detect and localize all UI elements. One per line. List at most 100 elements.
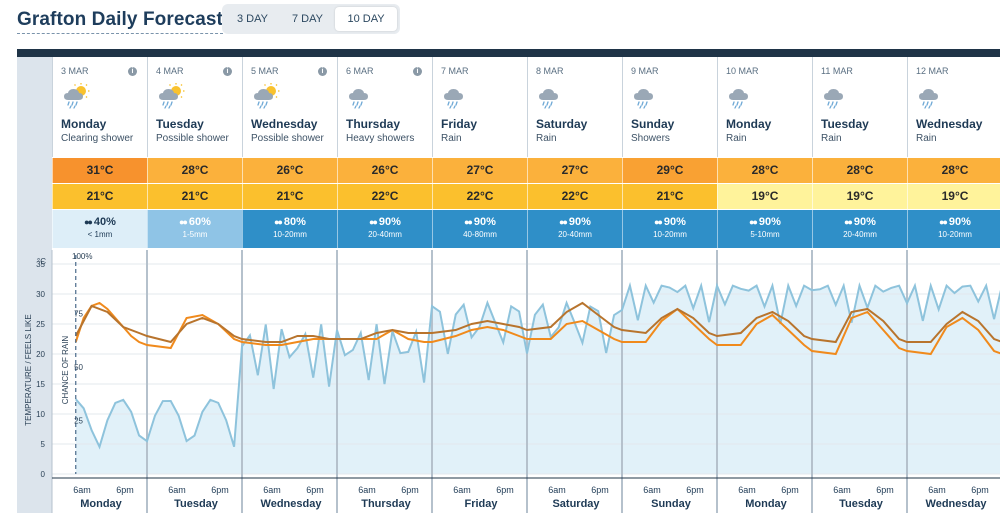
partly-sunny-shower-icon (156, 82, 186, 109)
day-date: 7 MAR (441, 66, 469, 76)
day-description: Rain (916, 133, 937, 144)
max-temp: 28°C (717, 158, 812, 183)
day-date: 10 MAR (726, 66, 759, 76)
rain-chance: 60% (188, 216, 211, 228)
axis-day-name: Saturday (552, 498, 600, 510)
rain-chance: 90% (663, 216, 686, 228)
rain-chance-cell: ●● 90% 20-40mm (812, 210, 907, 248)
rain-chance-cell: ●● 40% < 1mm (52, 210, 147, 248)
raindrops-icon: ●● (369, 217, 378, 227)
temp-axis-label: TEMPERATURE / FEELS LIKE (24, 314, 33, 425)
max-temp: 27°C (432, 158, 527, 183)
rain-chance-area (75, 285, 1000, 474)
raindrops-icon: ●● (749, 217, 758, 227)
time-label: 6pm (591, 485, 609, 495)
day-column[interactable]: 5 MAR i Wednesday Possible shower (242, 57, 337, 157)
max-temp: 26°C (337, 158, 432, 183)
day-name: Friday (441, 117, 478, 131)
rain-chance-cell: ●● 80% 10-20mm (242, 210, 337, 248)
day-date: 3 MAR (61, 66, 89, 76)
rain-amount: 20-40mm (368, 230, 402, 239)
day-column[interactable]: 4 MAR i Tuesday Possible shower (147, 57, 242, 157)
axis-day-name: Tuesday (174, 498, 219, 510)
min-temp: 21°C (622, 184, 717, 209)
rain-amount: 1-5mm (182, 230, 208, 239)
time-label: 6pm (781, 485, 799, 495)
day-name: Saturday (536, 117, 588, 131)
raindrops-icon: ●● (559, 217, 568, 227)
rain-axis-label: CHANCE OF RAIN (61, 336, 70, 405)
day-name: Thursday (346, 117, 401, 131)
rain-chance: 90% (568, 216, 591, 228)
tab-3-day[interactable]: 3 DAY (237, 13, 268, 25)
axis-day-name: Monday (80, 498, 122, 510)
time-label: 6pm (116, 485, 134, 495)
day-date: 12 MAR (916, 66, 949, 76)
rain-chance-cell: ●● 90% 40-80mm (432, 210, 527, 248)
temp-tick-label: 15 (36, 380, 45, 389)
rain-amount: 20-40mm (558, 230, 592, 239)
temp-tick-label: 20 (36, 350, 45, 359)
tab-7-day[interactable]: 7 DAY (292, 13, 323, 25)
max-temp: 31°C (52, 158, 147, 183)
rain-amount: 5-10mm (750, 230, 780, 239)
day-column[interactable]: 7 MAR Friday Rain (432, 57, 527, 157)
day-name: Wednesday (251, 117, 318, 131)
axis-day-name: Thursday (361, 498, 411, 510)
temp-tick-label: 25 (36, 320, 45, 329)
chart-left-strip (17, 250, 52, 513)
day-description: Possible shower (251, 133, 324, 144)
max-temp: 28°C (907, 158, 1000, 183)
rain-icon (821, 82, 851, 109)
info-icon[interactable]: i (223, 67, 232, 76)
rain-amount: 20-40mm (843, 230, 877, 239)
day-column[interactable]: 9 MAR Sunday Showers (622, 57, 717, 157)
time-label: 6pm (306, 485, 324, 495)
raindrops-icon: ●● (464, 217, 473, 227)
day-description: Rain (821, 133, 842, 144)
day-column[interactable]: 11 MAR Tuesday Rain (812, 57, 907, 157)
rain-chance-cell: ●● 90% 20-40mm (527, 210, 622, 248)
temp-unit-label: °C (37, 257, 46, 266)
time-label: 6am (263, 485, 281, 495)
day-column[interactable]: 8 MAR Saturday Rain (527, 57, 622, 157)
tab-10-day[interactable]: 10 DAY (335, 7, 397, 31)
temp-tick-label: 10 (36, 410, 45, 419)
day-column[interactable]: 10 MAR Monday Rain (717, 57, 812, 157)
min-temp: 21°C (242, 184, 337, 209)
raindrops-icon: ●● (939, 217, 948, 227)
rain-chance-cell: ●● 90% 5-10mm (717, 210, 812, 248)
temp-tick-label: 30 (36, 290, 45, 299)
axis-day-name: Monday (745, 498, 787, 510)
rain-chance-cell: ●● 90% 10-20mm (907, 210, 1000, 248)
day-column[interactable]: 12 MAR Wednesday Rain (907, 57, 1000, 157)
time-label: 6pm (971, 485, 989, 495)
max-temp: 26°C (242, 158, 337, 183)
min-temp: 21°C (147, 184, 242, 209)
min-temp: 22°C (337, 184, 432, 209)
day-column[interactable]: 6 MAR i Thursday Heavy showers (337, 57, 432, 157)
day-name: Wednesday (916, 117, 983, 131)
day-description: Heavy showers (346, 133, 415, 144)
info-icon[interactable]: i (318, 67, 327, 76)
info-icon[interactable]: i (128, 67, 137, 76)
rain-chance: 40% (93, 216, 116, 228)
info-icon[interactable]: i (413, 67, 422, 76)
rain-tick-label: 50 (74, 363, 83, 372)
temp-tick-label: 35 (36, 260, 45, 269)
day-column[interactable]: 3 MAR i Monday Clearing shower (52, 57, 147, 157)
rain-chance: 80% (283, 216, 306, 228)
rain-chance: 90% (378, 216, 401, 228)
min-temp: 19°C (717, 184, 812, 209)
day-name: Tuesday (156, 117, 204, 131)
day-date: 6 MAR (346, 66, 374, 76)
time-label: 6am (643, 485, 661, 495)
rain-icon (916, 82, 946, 109)
rain-chance-cell: ●● 90% 20-40mm (337, 210, 432, 248)
time-label: 6am (738, 485, 756, 495)
day-name: Sunday (631, 117, 675, 131)
day-description: Showers (631, 133, 670, 144)
raindrops-icon: ●● (654, 217, 663, 227)
day-date: 11 MAR (821, 66, 853, 76)
temp-tick-label: 5 (41, 440, 46, 449)
